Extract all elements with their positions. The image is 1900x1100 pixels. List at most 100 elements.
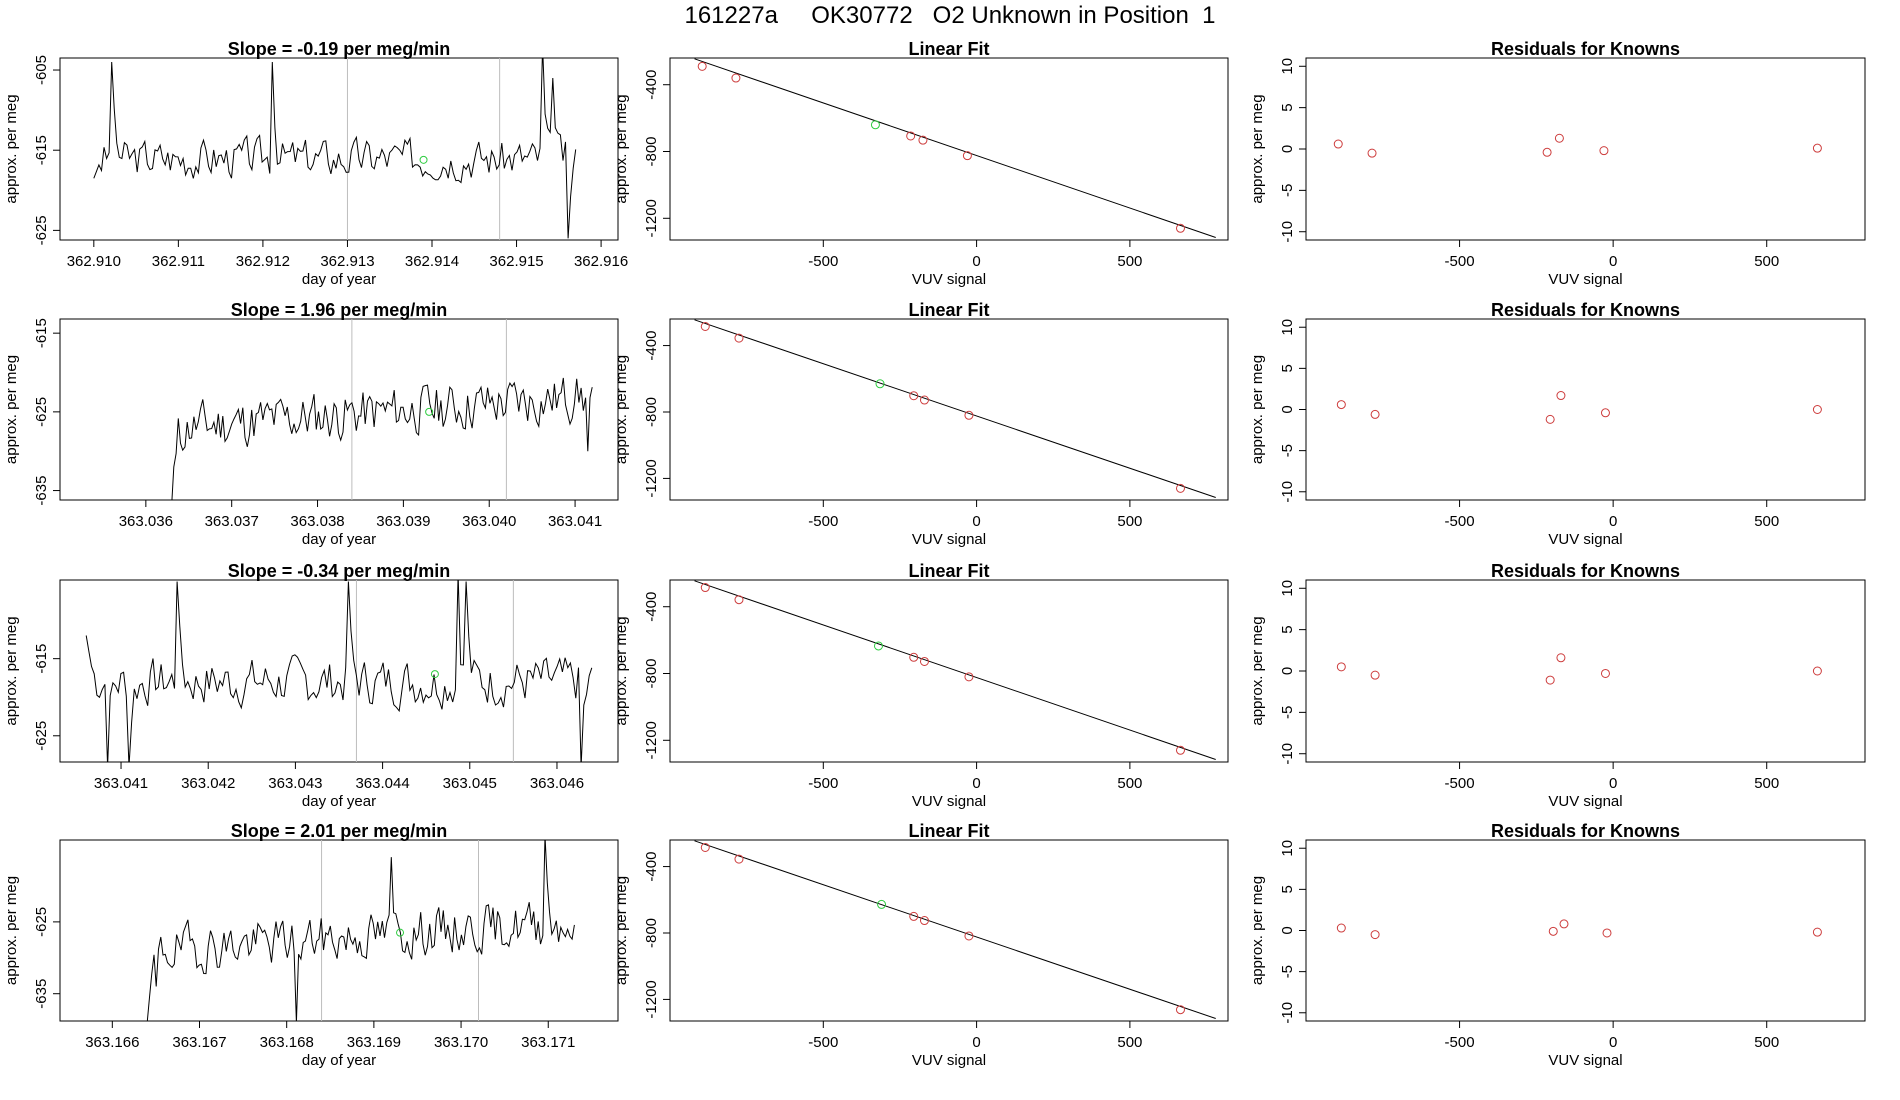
r1-timeseries-ylabel: approx. per meg [3,94,20,203]
r4-linearfit-ylabel: approx. per meg [613,876,630,985]
page-title: 161227a OK30772 O2 Unknown in Position 1 [684,2,1216,29]
r4-timeseries-xlabel: day of year [302,1052,376,1069]
r2-timeseries-title: Slope = 1.96 per meg/min [231,300,448,320]
r1-residuals-ytick-label: 5 [1279,103,1296,111]
r2-residuals-ylabel: approx. per meg [1249,355,1266,464]
r4-linearfit-known-point [964,931,974,941]
r2-residuals-ytick-label: 10 [1279,319,1296,336]
r1-residuals-xtick-label: 0 [1609,253,1617,270]
r1-linearfit-ytick-label: -400 [643,70,660,100]
r1-linearfit-xtick-label: -500 [808,253,838,270]
r2-residuals-known-point [1370,409,1380,419]
r1-residuals-ytick-label: -10 [1279,221,1296,243]
r3-timeseries-xtick-label: 363.042 [181,775,235,792]
r4-linearfit-known-point [919,916,929,926]
r4-residuals-title: Residuals for Knowns [1491,821,1680,841]
r1-residuals-xtick-label: -500 [1445,253,1475,270]
r2-residuals-xlabel: VUV signal [1548,531,1622,548]
r1-linearfit-fit-line [694,58,1216,238]
r3-timeseries-xtick-label: 363.041 [94,775,148,792]
r4-timeseries-ytick-label: -635 [33,979,50,1009]
r1-linearfit-known-point [918,135,928,145]
r3-residuals-xtick-label: 0 [1609,775,1617,792]
r1-residuals-xtick-label: 500 [1754,253,1779,270]
r1-linearfit-known-point [697,61,707,71]
r1-linearfit-xtick-label: 0 [972,253,980,270]
r3-linearfit-xlabel: VUV signal [912,793,986,810]
r1-linearfit-known-point [906,131,916,141]
r3-residuals-title: Residuals for Knowns [1491,561,1680,581]
r3-residuals-ytick-label: 0 [1279,667,1296,675]
r4-residuals-xlabel: VUV signal [1548,1052,1622,1069]
r4-residuals-ytick-label: -5 [1279,965,1296,978]
r2-timeseries-ytick-label: -635 [33,476,50,506]
r1-timeseries-xtick-label: 362.911 [152,253,205,270]
r2-linearfit-known-point [1175,483,1185,493]
r3-linearfit-xtick-label: 500 [1117,775,1142,792]
r4-linearfit-known-point [909,911,919,921]
r3-linearfit-known-point [1175,745,1185,755]
r3-residuals-xlabel: VUV signal [1548,793,1622,810]
r4-residuals-ytick-label: 0 [1279,926,1296,934]
r4-linearfit-known-point [1175,1005,1185,1015]
r4-linearfit-unknown-point [877,899,887,909]
r2-linearfit-xlabel: VUV signal [912,531,986,548]
r3-timeseries-title: Slope = -0.34 per meg/min [228,561,451,581]
r2-linearfit-ytick-label: -800 [643,397,660,427]
r4-residuals-known-point [1336,923,1346,933]
r3-linearfit-known-point [734,595,744,605]
r1-timeseries-xtick-label: 362.914 [405,253,459,270]
r1-timeseries-xtick-label: 362.913 [320,253,374,270]
r2-timeseries-xtick-label: 363.036 [119,513,173,530]
r2-linearfit-known-point [700,321,710,331]
r1-linearfit-title: Linear Fit [908,39,989,59]
r4-timeseries-plot-frame [59,839,619,1022]
r2-residuals-plot-frame [1305,318,1866,501]
r2-residuals-known-point [1556,391,1566,401]
r3-timeseries-xtick-label: 363.046 [530,775,584,792]
r4-linearfit-title: Linear Fit [908,821,989,841]
r2-residuals-xtick-label: 0 [1609,513,1617,530]
r3-residuals-ytick-label: -5 [1279,706,1296,719]
r3-residuals-known-point [1600,668,1610,678]
r1-residuals-known-point [1367,148,1377,158]
r3-linearfit-known-point [700,583,710,593]
r2-linearfit-fit-line [694,319,1216,498]
r1-residuals-known-point [1599,146,1609,156]
r3-timeseries-ylabel: approx. per meg [3,616,20,725]
r3-residuals-xtick-label: -500 [1445,775,1475,792]
r4-linearfit-ytick-label: -400 [643,852,660,882]
r2-residuals-ytick-label: 0 [1279,405,1296,413]
r3-linearfit-known-point [909,652,919,662]
r4-residuals-ytick-label: 10 [1279,840,1296,857]
r4-timeseries-ytick-label: -625 [33,907,50,937]
r3-linearfit-fit-line [694,580,1216,760]
r1-linearfit-ytick-label: -1200 [643,199,660,237]
r4-timeseries-xtick-label: 363.169 [347,1034,401,1051]
r4-residuals-known-point [1602,928,1612,938]
r4-residuals-ytick-label: 5 [1279,885,1296,893]
r4-residuals-xtick-label: 0 [1609,1034,1617,1051]
r1-linearfit-known-point [1175,223,1185,233]
r2-residuals-ytick-label: -5 [1279,444,1296,457]
r1-residuals-xlabel: VUV signal [1548,271,1622,288]
r2-linearfit-unknown-point [875,379,885,389]
r2-linearfit-ylabel: approx. per meg [613,355,630,464]
r4-linearfit-ytick-label: -1200 [643,980,660,1018]
r4-residuals-known-point [1548,926,1558,936]
r3-timeseries-xtick-label: 363.043 [268,775,322,792]
r3-residuals-xtick-label: 500 [1754,775,1779,792]
r1-linearfit-known-point [731,73,741,83]
r1-residuals-title: Residuals for Knowns [1491,39,1680,59]
r4-timeseries-xtick-label: 363.168 [260,1034,314,1051]
r3-residuals-known-point [1556,653,1566,663]
r2-timeseries-ytick-label: -615 [33,318,50,348]
r3-linearfit-ytick-label: -1200 [643,721,660,759]
r2-timeseries-xtick-label: 363.037 [205,513,259,530]
r3-linearfit-title: Linear Fit [908,561,989,581]
r3-timeseries-ytick-label: -615 [33,644,50,674]
r3-residuals-ytick-label: 10 [1279,580,1296,597]
r4-timeseries-unknown-point [396,928,405,937]
r1-timeseries-xtick-label: 362.912 [236,253,290,270]
r1-linearfit-xlabel: VUV signal [912,271,986,288]
